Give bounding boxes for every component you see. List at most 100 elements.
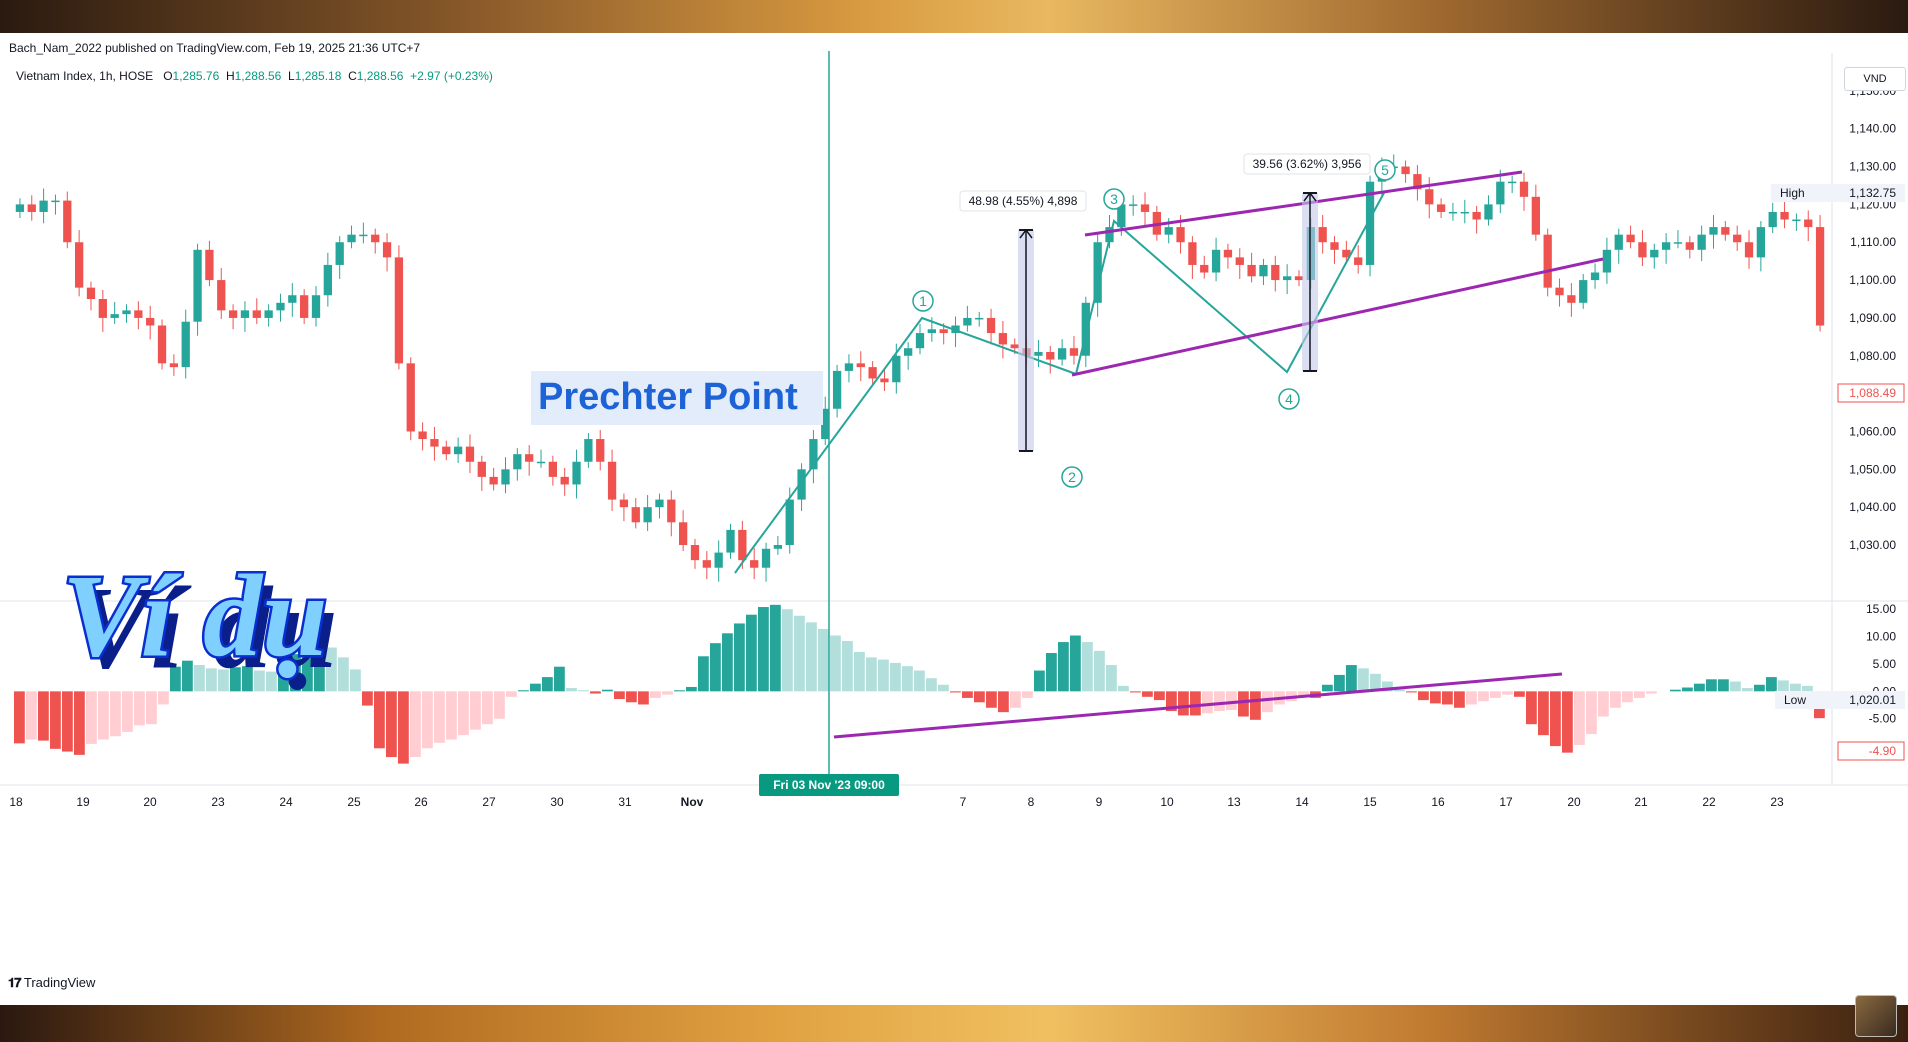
histogram-bar [1154, 691, 1165, 701]
candle [619, 499, 629, 508]
candle [1638, 242, 1647, 258]
candle [513, 454, 522, 470]
wave-circle [1374, 159, 1396, 181]
candle [726, 529, 735, 553]
candle [1744, 242, 1754, 258]
histogram-bar [1334, 674, 1345, 692]
vi-du-title: Ví dụ [62, 550, 328, 681]
histogram-bar [1034, 670, 1045, 692]
candle [181, 321, 190, 368]
candle [1555, 287, 1564, 296]
candle [584, 439, 593, 462]
histogram-bar [86, 691, 97, 744]
candle [1673, 242, 1683, 244]
candle [134, 310, 143, 318]
candle [205, 249, 214, 281]
channel-avatar[interactable] [1855, 995, 1897, 1037]
measure-label-box [1243, 153, 1371, 175]
histogram-bar [1250, 691, 1261, 720]
histogram-bar [14, 691, 25, 744]
histogram-bar [50, 691, 61, 749]
candle [15, 204, 25, 212]
candle [252, 310, 261, 318]
histogram-bar [1178, 691, 1189, 716]
candle [655, 499, 664, 508]
histogram-bar [1262, 691, 1273, 713]
histogram-bar [650, 691, 661, 698]
candle [525, 454, 534, 462]
measure-arrow [1303, 191, 1317, 202]
candle [1448, 211, 1458, 214]
candle [738, 529, 747, 561]
wave-label-4: 4 [1278, 388, 1300, 410]
candle [1567, 295, 1576, 303]
time-tick-label: 9 [1096, 795, 1103, 809]
histogram-bar [866, 657, 877, 692]
candle [359, 234, 368, 237]
time-tick-label: 15 [1363, 795, 1377, 809]
histogram-bar [1718, 679, 1729, 692]
candle [335, 242, 344, 265]
candle [1211, 249, 1221, 273]
wave-number: 3 [1110, 191, 1118, 207]
candle [465, 446, 475, 462]
histogram-bar [1214, 691, 1225, 712]
candle [904, 348, 913, 356]
histogram-bar [1478, 691, 1489, 702]
candle [690, 545, 700, 561]
histogram-bar [110, 691, 121, 737]
histogram-bar [482, 691, 493, 725]
histogram-bar [1322, 684, 1333, 692]
histogram-bar [1226, 691, 1237, 710]
wave-circle [1278, 388, 1300, 410]
histogram-bar [950, 691, 961, 693]
time-tick-label: 21 [1634, 795, 1648, 809]
histogram-bar [1382, 681, 1393, 692]
histogram-bar [1730, 681, 1741, 692]
candle [1354, 257, 1363, 265]
currency-button[interactable]: VND [1844, 67, 1906, 91]
price-tick-label: 1,130.00 [1849, 160, 1896, 174]
chart-canvas[interactable]: 1,030.001,040.001,050.001,060.001,070.00… [0, 33, 1908, 1005]
candle [501, 469, 510, 485]
candle [785, 499, 794, 546]
candle [607, 461, 617, 500]
histogram-bar [674, 690, 685, 692]
histogram-bar [470, 691, 481, 730]
price-tick-label: 1,090.00 [1849, 311, 1896, 325]
candle [63, 200, 72, 243]
price-tick-label: 1,040.00 [1849, 500, 1896, 514]
candle [1626, 234, 1635, 243]
histogram-bar [422, 691, 433, 749]
histogram-bar [194, 665, 205, 692]
histogram-bar [758, 607, 769, 692]
histogram-bar [1418, 691, 1429, 701]
histogram-bar [626, 691, 637, 703]
wave-number: 5 [1381, 162, 1389, 178]
candle [975, 317, 984, 320]
histogram-bar [1118, 685, 1129, 692]
crosshair-date-box [759, 774, 899, 796]
tradingview-logo[interactable]: 𝟏𝟕 TradingView [8, 975, 95, 991]
candle [1792, 219, 1801, 222]
histogram-bar [998, 691, 1009, 713]
wave-number: 4 [1285, 391, 1293, 407]
candle [1602, 249, 1612, 273]
candle [998, 333, 1008, 345]
elliott-wave-line [734, 190, 1386, 574]
histogram-bar [1130, 691, 1141, 693]
histogram-bar [1526, 691, 1537, 725]
high-tag-value: 1,132.75 [1849, 186, 1896, 200]
candle [1661, 242, 1671, 250]
candle [406, 363, 415, 432]
time-tick-label: 23 [1770, 795, 1784, 809]
histogram-bar [518, 690, 529, 692]
candle [596, 439, 605, 462]
candle [1519, 181, 1529, 197]
time-tick-label: 26 [414, 795, 428, 809]
candle [1579, 280, 1588, 303]
histogram-bar [1538, 691, 1549, 736]
prechter-label: Prechter Point [538, 376, 798, 418]
time-tick-label: 18 [9, 795, 23, 809]
histogram-bar [26, 691, 37, 740]
